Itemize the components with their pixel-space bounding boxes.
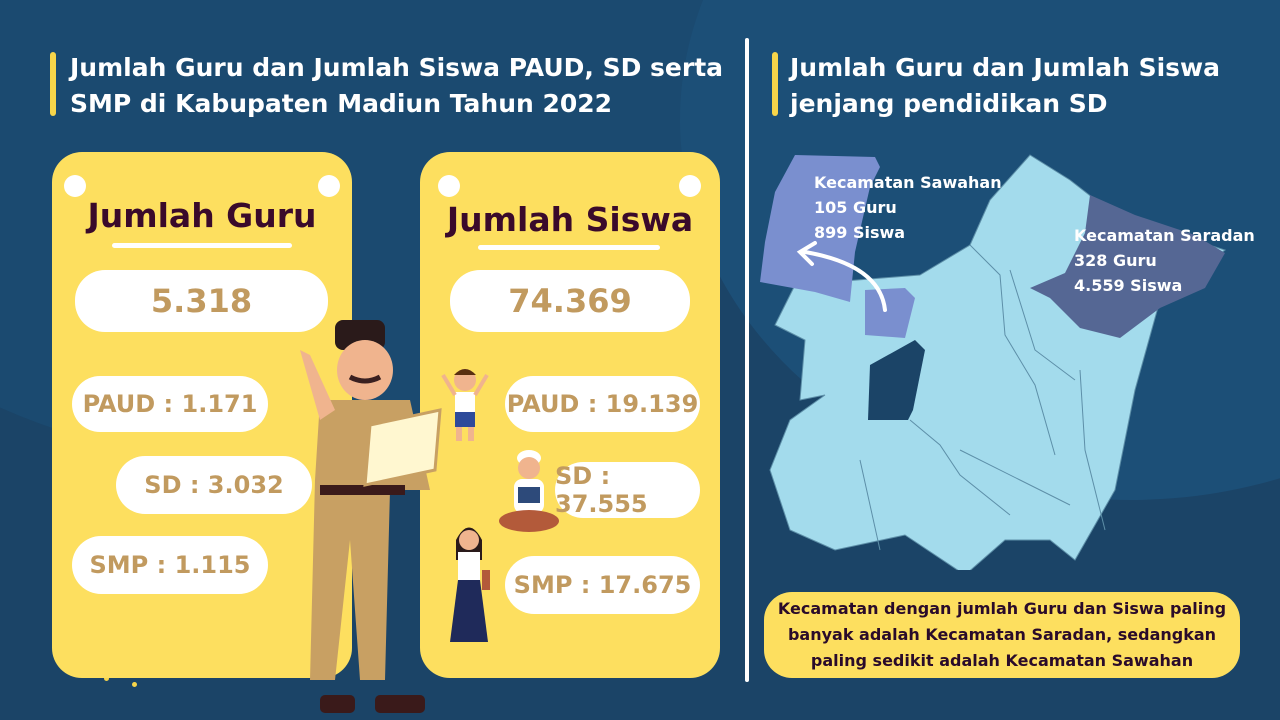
siswa-card-title: Jumlah Siswa xyxy=(446,200,694,239)
sawahan-siswa: 899 Siswa xyxy=(814,223,906,242)
guru-sd: SD : 3.032 xyxy=(116,456,312,514)
saradan-name: Kecamatan Saradan xyxy=(1074,226,1255,245)
divider xyxy=(745,38,749,682)
sawahan-guru: 105 Guru xyxy=(814,198,897,217)
saradan-guru: 328 Guru xyxy=(1074,251,1157,270)
right-title-line2: jenjang pendidikan SD xyxy=(790,89,1108,118)
decorative-dot xyxy=(104,676,109,681)
left-title: Jumlah Guru dan Jumlah Siswa PAUD, SD se… xyxy=(70,50,723,122)
guru-total: 5.318 xyxy=(75,270,328,332)
siswa-total: 74.369 xyxy=(450,270,690,332)
guru-paud: PAUD : 1.171 xyxy=(72,376,268,432)
siswa-smp: SMP : 17.675 xyxy=(505,556,700,614)
right-title-line1: Jumlah Guru dan Jumlah Siswa xyxy=(790,53,1221,82)
card-hole xyxy=(64,175,86,197)
saradan-label: Kecamatan Saradan 328 Guru 4.559 Siswa xyxy=(1074,223,1255,298)
title-underline xyxy=(112,243,292,248)
card-hole xyxy=(438,175,460,197)
card-hole xyxy=(318,175,340,197)
left-title-line1: Jumlah Guru dan Jumlah Siswa PAUD, SD se… xyxy=(70,53,724,82)
map-borders xyxy=(859,244,1106,551)
title-underline xyxy=(478,245,660,250)
sawahan-name: Kecamatan Sawahan xyxy=(814,173,1002,192)
note-line3: paling sedikit adalah Kecamatan Sawahan xyxy=(810,651,1194,670)
siswa-paud: PAUD : 19.139 xyxy=(505,376,700,432)
student-reading-illustration xyxy=(499,450,559,532)
note-line1: Kecamatan dengan jumlah Guru dan Siswa p… xyxy=(777,599,1227,618)
siswa-sd: SD : 37.555 xyxy=(555,462,700,518)
madiun-map xyxy=(760,154,1227,570)
note-line2: banyak adalah Kecamatan Saradan, sedangk… xyxy=(787,625,1217,644)
conclusion-note: Kecamatan dengan jumlah Guru dan Siswa p… xyxy=(764,592,1240,678)
map-inner-gap xyxy=(868,340,925,420)
title-accent-bar xyxy=(772,52,778,116)
arrow-icon xyxy=(796,241,887,312)
map-region-sawahan xyxy=(760,155,915,338)
student-girl-illustration xyxy=(450,527,490,642)
guru-smp: SMP : 1.115 xyxy=(72,536,268,594)
guru-card-title: Jumlah Guru xyxy=(87,196,317,235)
map-region-saradan xyxy=(1030,195,1225,338)
student-boy-illustration xyxy=(441,369,489,441)
card-hole xyxy=(679,175,701,197)
left-title-line2: SMP di Kabupaten Madiun Tahun 2022 xyxy=(70,89,613,118)
saradan-siswa: 4.559 Siswa xyxy=(1074,276,1183,295)
decorative-dot xyxy=(132,682,137,687)
sawahan-label: Kecamatan Sawahan 105 Guru 899 Siswa xyxy=(814,170,1002,245)
title-accent-bar xyxy=(50,52,56,116)
right-title: Jumlah Guru dan Jumlah Siswa jenjang pen… xyxy=(790,50,1220,122)
teacher-illustration xyxy=(300,320,442,713)
